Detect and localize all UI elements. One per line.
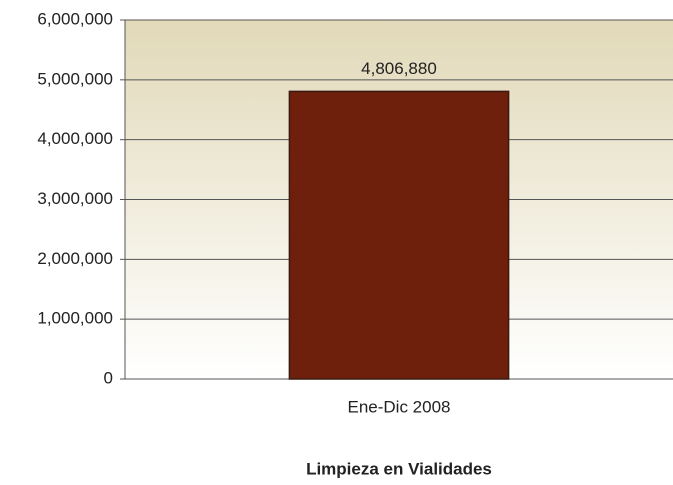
y-tick-label: 1,000,000 [37, 309, 113, 328]
y-tick-label: 4,000,000 [37, 129, 113, 148]
chart-title: Limpieza en Vialidades [306, 459, 492, 478]
y-tick-label: 0 [104, 368, 113, 387]
value-label: 4,806,880 [361, 59, 437, 78]
x-tick-label: Ene-Dic 2008 [347, 397, 450, 416]
y-tick-label: 3,000,000 [37, 189, 113, 208]
y-tick-label: 6,000,000 [37, 9, 113, 28]
y-tick-label: 2,000,000 [37, 249, 113, 268]
y-tick-label: 5,000,000 [37, 69, 113, 88]
bar [288, 90, 510, 380]
